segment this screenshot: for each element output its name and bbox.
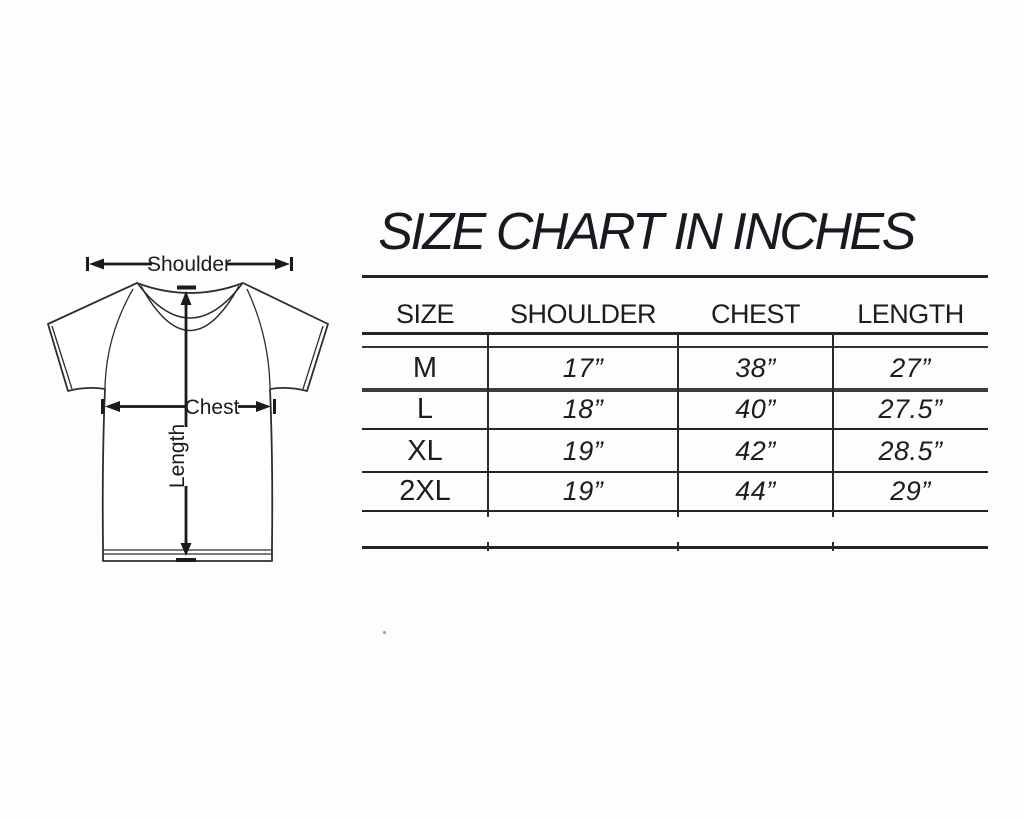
table-row-l: L 18” 40” 27.5” [362,390,988,428]
table-row-2xl: 2XL 19” 44” 29” [362,472,988,510]
table-sub-header-line [362,346,988,348]
shoulder-arrow [86,257,293,271]
table-top-line [362,275,988,278]
tshirt-measurement-diagram: Shoulder Chest Length [47,253,329,562]
speck-dot [383,631,386,634]
value-cell: 42” [735,435,776,466]
value-cell: 38” [735,352,776,383]
value-cell: 18” [562,393,604,424]
size-cell: 2XL [399,474,451,507]
value-cell: 29” [890,475,931,506]
table-header-row: SIZE SHOULDER CHEST LENGTH [362,294,988,334]
table-row-divider-l [362,428,988,430]
table-column-divider-3 [832,333,834,517]
shoulder-arrow-label: Shoulder [147,253,231,276]
value-cell: 27.5” [878,393,943,424]
column-header-length: LENGTH [857,298,964,329]
chest-arrow-label: Chest [185,396,240,419]
bottom-line-tick-2 [677,542,679,551]
bottom-line-tick-3 [832,542,834,551]
table-header-underline [362,332,988,335]
length-arrow-label: Length [166,424,189,488]
table-bottom-line [362,546,988,549]
value-cell: 28.5” [878,435,943,466]
chest-arrow [101,399,276,414]
table-row-divider-xl [362,471,988,473]
table-row-divider-2xl [362,510,988,512]
page-title: SIZE CHART IN INCHES [378,203,916,261]
size-cell: L [416,392,434,425]
table-row-divider-m [362,388,988,392]
column-header-size: SIZE [395,298,455,329]
table-row-m: M 17” 38” 27” [362,348,988,388]
table-column-divider-2 [677,333,679,517]
value-cell: 40” [735,393,776,424]
length-arrow [176,285,196,562]
value-cell: 19” [562,435,604,466]
column-header-shoulder: SHOULDER [509,298,657,329]
value-cell: 44” [735,475,776,506]
column-header-chest: CHEST [710,298,801,329]
bottom-line-tick-1 [487,542,489,551]
value-cell: 27” [890,352,931,383]
table-column-divider-1 [487,333,489,517]
tshirt-outline [47,282,329,562]
tshirt-collar [137,283,243,331]
size-cell: XL [407,434,443,467]
value-cell: 19” [562,475,604,506]
size-cell: M [412,351,438,384]
table-row-xl: XL 19” 42” 28.5” [362,430,988,472]
value-cell: 17” [562,352,604,383]
